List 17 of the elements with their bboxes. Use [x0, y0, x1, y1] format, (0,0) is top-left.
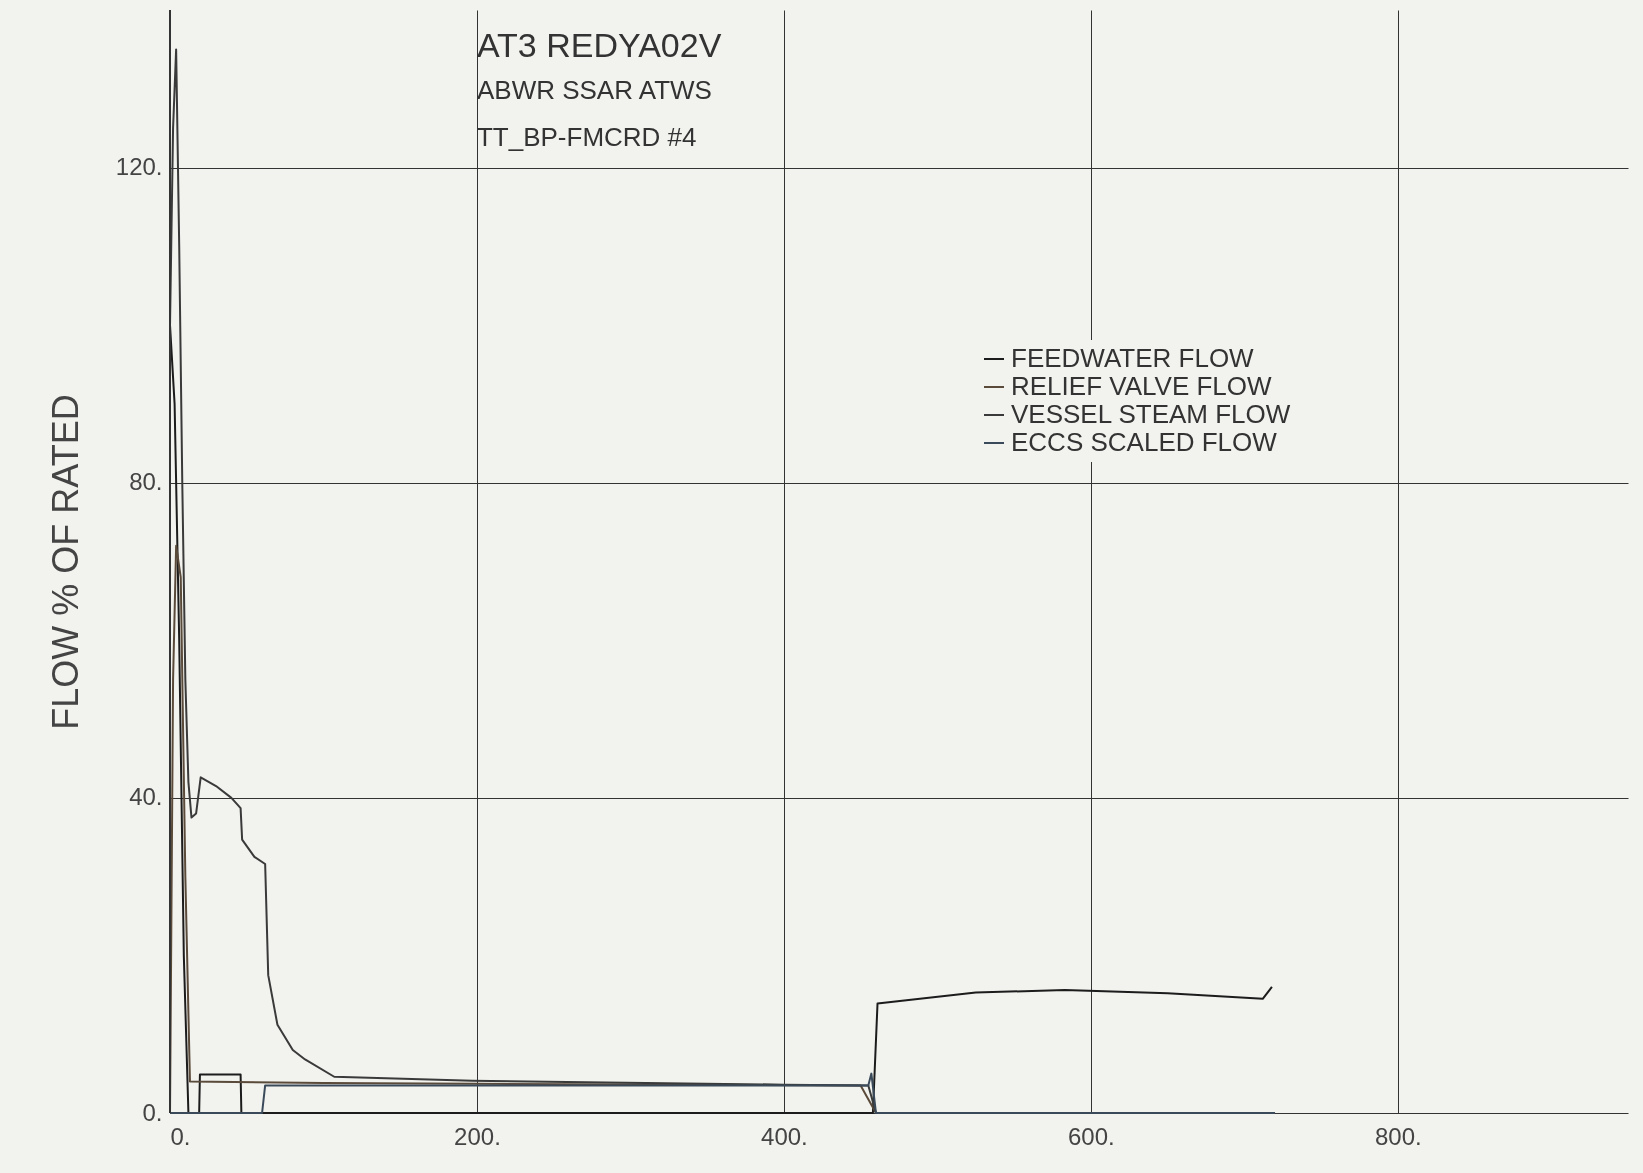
x-tick-label: 0. — [170, 1122, 191, 1150]
y-axis-title: FLOW % OF RATED — [44, 394, 86, 730]
legend-label: ECCS SCALED FLOW — [1011, 427, 1278, 457]
y-tick-label: 40. — [129, 783, 163, 811]
x-tick-label: 200. — [454, 1122, 501, 1150]
legend-label: RELIEF VALVE FLOW — [1011, 371, 1273, 401]
legend-label: VESSEL STEAM FLOW — [1011, 399, 1291, 429]
y-tick-label: 80. — [129, 468, 163, 496]
y-tick-label: 0. — [142, 1098, 163, 1126]
annotation: TT_BP-FMCRD #4 — [476, 122, 697, 152]
chart-title: AT3 REDYA02V — [476, 26, 722, 64]
y-tick-label: 120. — [115, 153, 163, 181]
x-tick-label: 800. — [1374, 1122, 1422, 1150]
x-tick-label: 400. — [761, 1122, 808, 1150]
text: ABWR SSAR ATWS — [476, 75, 712, 105]
legend-label: FEEDWATER FLOW — [1011, 343, 1255, 373]
x-tick-label: 600. — [1067, 1122, 1115, 1150]
